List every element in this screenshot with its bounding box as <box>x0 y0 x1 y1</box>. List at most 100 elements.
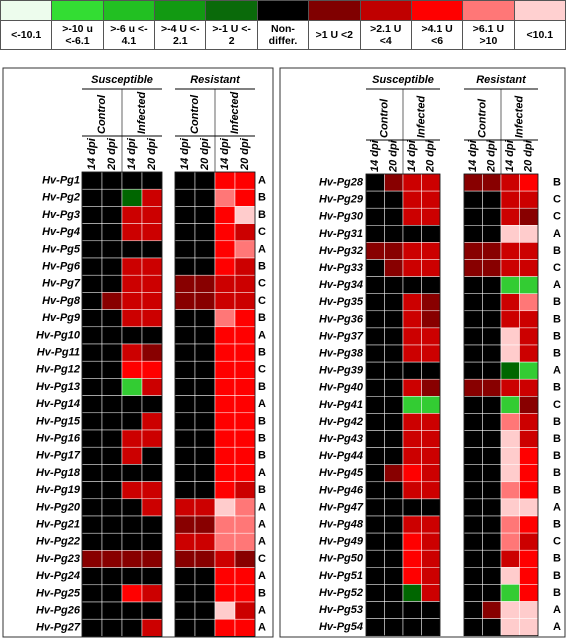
heat-cell <box>234 618 256 637</box>
legend-label: >2.1 U <4 <box>359 20 412 50</box>
heat-cell <box>234 240 256 259</box>
heat-cell <box>421 207 441 226</box>
heat-cell <box>121 360 143 379</box>
heat-cell <box>234 464 256 482</box>
heat-cell <box>519 584 539 602</box>
heat-cell <box>482 567 502 585</box>
heat-cell <box>141 223 163 242</box>
legend-swatch <box>410 0 464 21</box>
group-letter: A <box>553 621 561 633</box>
heat-cell <box>500 413 520 431</box>
heat-cell <box>141 532 163 551</box>
heat-cell <box>482 225 502 243</box>
gene-label: Hv-Pg37 <box>319 330 364 342</box>
gene-label: Hv-Pg32 <box>319 245 363 257</box>
heat-cell <box>141 550 163 568</box>
heat-cell <box>234 550 256 568</box>
group-letter: B <box>553 245 561 257</box>
heat-cell <box>500 464 520 483</box>
heat-cell <box>519 430 539 448</box>
heat-cell <box>384 276 404 294</box>
treatment-label: Infected <box>136 92 148 134</box>
group-letter: C <box>553 536 561 548</box>
heat-cell <box>81 412 103 431</box>
heat-cell <box>121 498 143 517</box>
heat-cell <box>101 515 123 534</box>
heat-cell <box>101 188 123 207</box>
gene-label: Hv-Pg43 <box>319 433 363 445</box>
heat-cell <box>121 532 143 551</box>
heat-cell <box>402 344 422 363</box>
gene-label: Hv-Pg48 <box>319 518 364 530</box>
heat-cell <box>519 447 539 465</box>
heat-cell <box>121 292 143 310</box>
heat-cell <box>141 274 163 293</box>
heat-cell <box>384 310 404 329</box>
heat-cell <box>402 532 422 551</box>
group-letter: B <box>258 192 266 204</box>
heat-cell <box>194 618 216 637</box>
heat-cell <box>384 430 404 448</box>
heat-cell <box>402 549 422 568</box>
heat-cell <box>482 464 502 483</box>
time-label: 14 dpi <box>467 139 479 172</box>
gene-label: Hv-Pg35 <box>319 296 364 308</box>
heat-cell <box>384 242 404 260</box>
group-letter: A <box>258 467 266 479</box>
group-letter: C <box>258 295 266 307</box>
heat-cell <box>101 360 123 379</box>
heat-cell <box>234 429 256 448</box>
heat-cell <box>81 171 103 190</box>
heat-cell <box>365 378 385 397</box>
time-label: 14 dpi <box>406 139 418 172</box>
heat-cell <box>174 429 196 448</box>
heat-cell <box>101 481 123 500</box>
heat-cell <box>214 429 236 448</box>
group-letter: A <box>553 279 561 291</box>
heat-cell <box>482 396 502 414</box>
heat-cell <box>81 257 103 276</box>
heat-cell <box>384 618 404 636</box>
gene-label: Hv-Pg16 <box>36 433 81 445</box>
gene-label: Hv-Pg36 <box>319 313 364 325</box>
heat-cell <box>174 584 196 603</box>
heat-cell <box>174 171 196 190</box>
heat-cell <box>482 242 502 260</box>
heat-cell <box>81 601 103 620</box>
legend-swatch <box>462 0 515 21</box>
heat-cell <box>482 293 502 312</box>
heat-cell <box>421 378 441 397</box>
legend-label: >4.1 U <6 <box>410 20 464 50</box>
heat-cell <box>365 515 385 534</box>
heat-cell <box>402 378 422 397</box>
heat-cell <box>214 292 236 310</box>
heat-cell <box>365 259 385 277</box>
heat-cell <box>234 481 256 500</box>
heat-cell <box>121 515 143 534</box>
group-letter: B <box>553 176 561 188</box>
group-letter: A <box>258 519 266 531</box>
legend-swatch <box>102 0 156 21</box>
heat-cell <box>482 190 502 209</box>
gene-label: Hv-Pg4 <box>42 226 80 238</box>
heat-cell <box>141 429 163 448</box>
heat-cell <box>101 412 123 431</box>
heat-cell <box>234 412 256 431</box>
gene-label: Hv-Pg53 <box>319 604 363 616</box>
heat-cell <box>482 601 502 619</box>
treatment-label: Control <box>189 94 201 134</box>
time-label: 14 dpi <box>504 139 516 172</box>
heat-cell <box>214 567 236 586</box>
heat-cell <box>141 257 163 276</box>
heat-cell <box>174 446 196 465</box>
heat-cell <box>81 326 103 345</box>
heat-cell <box>214 240 236 259</box>
heat-cell <box>482 310 502 329</box>
heat-cell <box>194 206 216 224</box>
heat-cell <box>121 206 143 224</box>
heat-cell <box>482 532 502 551</box>
heat-cell <box>214 206 236 224</box>
heat-cell <box>194 532 216 551</box>
heat-cell <box>365 327 385 346</box>
